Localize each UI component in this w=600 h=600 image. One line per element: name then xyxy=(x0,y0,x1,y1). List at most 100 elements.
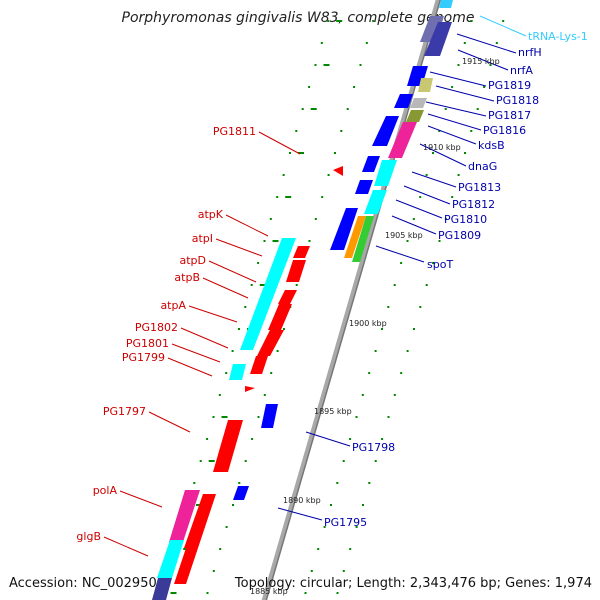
track-dot xyxy=(269,218,272,220)
track-dot xyxy=(374,350,377,352)
tick-1885: 1885 kbp xyxy=(250,587,288,596)
track-dot xyxy=(238,328,240,330)
topology-text: Topology: circular; Length: 2,343,476 bp… xyxy=(234,576,592,591)
track-dot xyxy=(270,372,273,374)
label-nrfh: nrfH xyxy=(518,46,542,59)
track-dot xyxy=(218,394,221,396)
left-labels: PG1811 atpK atpI atpD atpB atpA PG1802 P… xyxy=(76,125,301,557)
track-dot xyxy=(432,262,435,264)
track-dot xyxy=(238,482,241,484)
track-dot xyxy=(310,570,313,572)
label-pg1795: PG1795 xyxy=(324,516,367,529)
track-dot xyxy=(206,592,209,594)
feature-glgb-cyan xyxy=(157,540,184,578)
track-dot xyxy=(199,460,202,462)
feature-pg1817 xyxy=(394,94,413,108)
track-dot xyxy=(438,240,441,242)
track-dot xyxy=(489,64,492,66)
track-dot xyxy=(444,108,447,110)
feature-pola-red xyxy=(184,494,216,548)
track-dot xyxy=(327,174,330,176)
track-dot xyxy=(219,548,222,550)
track-dot xyxy=(470,130,473,132)
label-spot: spoT xyxy=(427,258,453,271)
track-dot xyxy=(295,130,298,132)
track-dot xyxy=(276,196,279,198)
track-dot xyxy=(212,416,215,418)
track-dot xyxy=(330,504,332,506)
feature-kdsb xyxy=(406,110,424,122)
track-dot xyxy=(231,350,234,352)
track-dot xyxy=(368,372,371,374)
map-title: Porphyromonas gingivalis W83, complete g… xyxy=(122,10,475,26)
track-dot xyxy=(353,86,356,88)
label-pg1817: PG1817 xyxy=(488,109,531,122)
feature-trna-lys xyxy=(439,0,453,8)
track-dot xyxy=(225,372,228,374)
forward-strand-features xyxy=(233,0,453,500)
feature-atpi xyxy=(286,260,306,282)
feature-pg1813a xyxy=(362,156,380,172)
track-dot xyxy=(361,394,364,396)
track-dot xyxy=(251,438,254,440)
track-dot xyxy=(317,548,320,550)
track-tick xyxy=(196,504,202,506)
label-pg1813: PG1813 xyxy=(458,181,501,194)
feature-pg1813b xyxy=(374,160,397,186)
track-dot xyxy=(400,372,403,374)
track-dot xyxy=(244,460,247,462)
label-pola: polA xyxy=(93,484,118,497)
track-dot xyxy=(282,174,285,176)
feature-pg1799 xyxy=(245,386,255,392)
track-tick xyxy=(259,284,266,286)
track-dot xyxy=(425,174,428,176)
feature-atpb xyxy=(268,304,292,330)
track-dot xyxy=(346,108,349,110)
track-dot xyxy=(314,218,317,220)
feature-pg1802 xyxy=(250,356,268,374)
track-dot xyxy=(457,64,460,66)
track-dot xyxy=(244,306,247,308)
tick-1905: 1905 kbp xyxy=(385,231,423,240)
accession-text: Accession: NC_002950 xyxy=(9,576,157,591)
track-tick xyxy=(221,416,228,418)
track-dot xyxy=(393,394,396,396)
track-dot xyxy=(400,262,403,264)
track-dot xyxy=(257,416,260,418)
track-tick xyxy=(310,108,317,110)
feature-nrfa xyxy=(424,22,452,56)
track-dot xyxy=(289,152,291,154)
label-kdsb: kdsB xyxy=(478,139,505,152)
track-dot xyxy=(349,438,352,440)
track-dot xyxy=(327,20,330,22)
label-pg1819: PG1819 xyxy=(488,79,531,92)
feature-pg1812 xyxy=(355,180,373,194)
track-dot xyxy=(336,592,339,594)
feature-pg1818 xyxy=(418,78,433,92)
feature-pg1795 xyxy=(233,486,249,500)
label-pg1799: PG1799 xyxy=(122,351,165,364)
track-dot xyxy=(295,284,298,286)
feature-pg1811 xyxy=(333,166,343,176)
track-dot xyxy=(381,438,384,440)
track-dot xyxy=(393,284,396,286)
feature-atpd xyxy=(278,290,297,304)
track-dot xyxy=(502,20,505,22)
label-pg1801: PG1801 xyxy=(126,337,169,350)
feature-atp-operon-cyan xyxy=(240,238,296,350)
track-dot xyxy=(263,394,266,396)
track-dot xyxy=(451,86,454,88)
label-pg1811: PG1811 xyxy=(213,125,256,138)
label-glgb: glgB xyxy=(76,530,101,543)
track-dot xyxy=(406,350,409,352)
tick-1915: 1915 kbp xyxy=(462,57,500,66)
feature-glgb-blue xyxy=(152,578,172,600)
tick-1910: 1910 kbp xyxy=(423,143,461,152)
feature-pg1810 xyxy=(364,190,387,214)
track-dot xyxy=(263,240,266,242)
track-dot xyxy=(464,152,466,154)
track-dot xyxy=(483,86,486,88)
track-dot xyxy=(476,108,479,110)
tick-1890: 1890 kbp xyxy=(283,496,321,505)
